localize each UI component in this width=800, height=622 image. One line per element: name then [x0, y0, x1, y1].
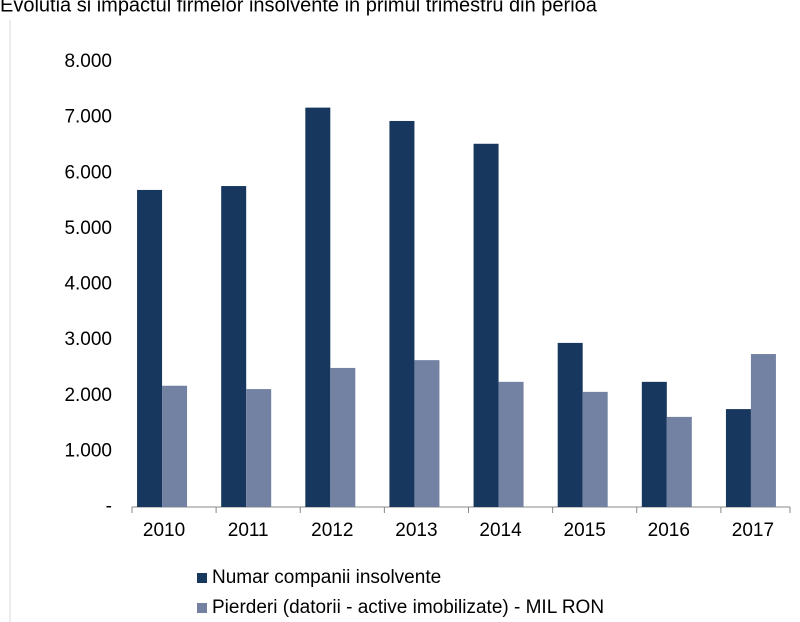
bar	[641, 381, 667, 507]
bar	[725, 409, 751, 507]
legend-label: Numar companii insolvente	[212, 567, 441, 588]
x-tick-label: 2013	[395, 520, 437, 541]
y-tick-label: 2.000	[64, 385, 112, 406]
bar	[137, 189, 163, 507]
bar	[305, 107, 331, 508]
y-tick-label: 3.000	[64, 329, 112, 350]
x-tick-label: 2012	[311, 520, 353, 541]
x-tick-label: 2010	[143, 520, 185, 541]
bar	[389, 120, 415, 508]
y-tick-label: 5.000	[64, 218, 112, 239]
legend-swatch	[197, 573, 207, 583]
x-tick-label: 2016	[648, 520, 690, 541]
bar	[582, 391, 608, 507]
bar	[414, 360, 440, 507]
y-tick-label: 7.000	[64, 107, 112, 128]
x-tick-label: 2017	[732, 520, 774, 541]
bar	[498, 381, 524, 507]
bar	[246, 389, 272, 507]
bar	[666, 416, 692, 507]
y-tick-label: 1.000	[64, 440, 112, 461]
x-tick-label: 2014	[479, 520, 522, 541]
x-tick-label: 2015	[564, 520, 606, 541]
legend-swatch	[197, 603, 207, 613]
bar	[221, 186, 247, 507]
bar	[330, 367, 356, 507]
bar	[750, 354, 776, 507]
y-tick-label: 8.000	[64, 51, 112, 72]
x-tick-label: 2011	[228, 520, 269, 541]
y-tick-label: -	[106, 496, 112, 517]
y-tick-label: 4.000	[64, 274, 112, 295]
bar	[162, 385, 188, 507]
bar	[473, 143, 499, 508]
chart-title: Evolutia si impactul firmelor insolvente…	[0, 0, 598, 16]
y-tick-label: 6.000	[64, 162, 112, 183]
bar	[557, 342, 583, 507]
legend-label: Pierderi (datorii - active imobilizate) …	[212, 597, 604, 618]
